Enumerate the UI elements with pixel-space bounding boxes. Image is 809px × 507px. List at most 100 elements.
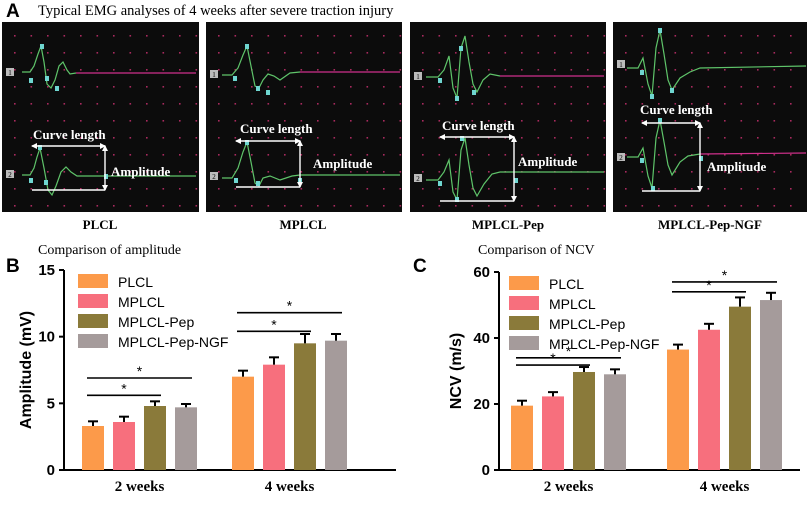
grid-dot (350, 86, 352, 88)
grid-dot (488, 205, 490, 207)
grid-dot (218, 52, 220, 54)
grid-dot (674, 171, 677, 173)
grid-dot (455, 35, 457, 37)
grid-dot (674, 52, 677, 54)
grid-dot (218, 188, 220, 190)
grid-dot (317, 86, 319, 88)
grid-dot (350, 171, 352, 173)
grid-dot (284, 86, 286, 88)
grid-dot (317, 154, 319, 156)
grid-dot (488, 103, 490, 105)
grid-dot (218, 205, 220, 207)
grid-dot (63, 120, 66, 122)
grid-dot (674, 137, 677, 139)
grid-dot (129, 120, 132, 122)
grid-dot (537, 103, 540, 105)
grid-dot (757, 171, 759, 173)
grid-dot (399, 103, 402, 105)
legend-swatch-mplcl-pep (509, 316, 539, 330)
grid-dot (641, 171, 644, 173)
grid-dot (80, 52, 82, 54)
grid-dot (399, 137, 402, 139)
grid-dot (790, 188, 792, 190)
bar-mplcl-pep (729, 306, 751, 470)
grid-dot (30, 205, 33, 207)
grid-dot (773, 137, 776, 139)
grid-dot (300, 69, 303, 71)
grid-dot (195, 120, 198, 122)
grid-dot (30, 137, 33, 139)
grid-dot (707, 35, 710, 37)
grid-dot (267, 205, 270, 207)
grid-dot (63, 86, 66, 88)
grid-dot (455, 86, 457, 88)
y-axis-label: NCV (m/s) (448, 333, 465, 409)
grid-dot (438, 188, 441, 190)
grid-dot (773, 52, 776, 54)
bar-plcl (232, 376, 254, 470)
grid-dot (455, 188, 457, 190)
grid-dot (234, 120, 237, 122)
grid-dot (80, 103, 82, 105)
grid-dot (521, 86, 523, 88)
grid-dot (674, 120, 677, 122)
grid-dot (179, 205, 181, 207)
grid-dot (234, 35, 237, 37)
grid-dot (504, 120, 507, 122)
grid-dot (267, 35, 270, 37)
emg-panel-captions: PLCL MPLCL MPLCL-Pep MPLCL-Pep-NGF (83, 217, 762, 232)
grid-dot (658, 52, 660, 54)
grid-dot (14, 120, 16, 122)
grid-dot (251, 154, 253, 156)
grid-dot (773, 103, 776, 105)
grid-dot (658, 171, 660, 173)
grid-dot (333, 35, 336, 37)
grid-dot (724, 205, 726, 207)
grid-dot (383, 120, 385, 122)
panel-a-title: Typical EMG analyses of 4 weeks after se… (38, 3, 394, 19)
bar-mplcl-pep (144, 406, 166, 470)
grid-dot (438, 137, 441, 139)
grid-dot (455, 205, 457, 207)
grid-dot (113, 103, 115, 105)
grid-dot (521, 154, 523, 156)
grid-dot (399, 154, 402, 156)
grid-dot (570, 69, 573, 71)
grid-dot (641, 52, 644, 54)
grid-dot (422, 137, 424, 139)
legend-swatch-plcl (78, 274, 108, 288)
grid-dot (674, 103, 677, 105)
grid-dot (521, 52, 523, 54)
grid-dot (625, 103, 627, 105)
grid-dot (504, 205, 507, 207)
grid-dot (383, 35, 385, 37)
emg-trace-mplclpep-1 (426, 35, 501, 99)
grid-dot (113, 69, 115, 71)
grid-dot (162, 52, 165, 54)
legend-label: MPLCL-Pep (118, 314, 194, 330)
grid-dot (521, 103, 523, 105)
grid-dot (80, 120, 82, 122)
grid-dot (129, 35, 132, 37)
grid-dot (146, 154, 148, 156)
legend-label: MPLCL-Pep-NGF (549, 336, 659, 352)
grid-dot (537, 205, 540, 207)
grid-dot (284, 69, 286, 71)
grid-dot (707, 69, 710, 71)
grid-dot (471, 171, 474, 173)
grid-dot (96, 120, 99, 122)
grid-dot (195, 154, 198, 156)
grid-dot (350, 35, 352, 37)
grid-dot (554, 69, 556, 71)
grid-dot (300, 103, 303, 105)
grid-dot (80, 137, 82, 139)
grid-dot (658, 69, 660, 71)
grid-dot (162, 103, 165, 105)
grid-dot (383, 188, 385, 190)
grid-dot (162, 171, 165, 173)
grid-dot (658, 137, 660, 139)
bar-plcl (667, 349, 689, 470)
grid-dot (63, 52, 66, 54)
grid-dot (96, 188, 99, 190)
grid-dot (422, 205, 424, 207)
